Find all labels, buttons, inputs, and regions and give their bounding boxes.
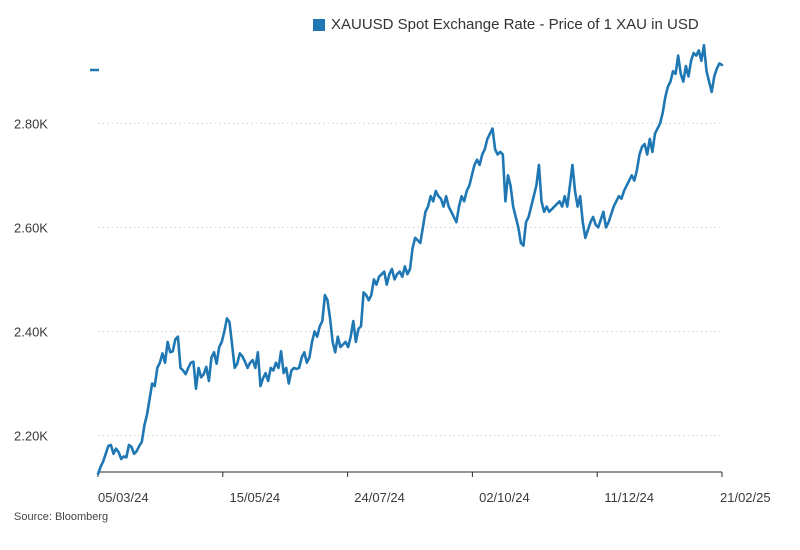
- y-tick-label: 2.60K: [14, 220, 48, 235]
- legend: XAUUSD Spot Exchange Rate - Price of 1 X…: [313, 16, 699, 33]
- legend-label: XAUUSD Spot Exchange Rate - Price of 1 X…: [331, 16, 699, 33]
- x-tick-label: 05/03/24: [98, 490, 149, 505]
- y-tick-label: 2.40K: [14, 324, 48, 339]
- x-tick-label: 02/10/24: [479, 490, 530, 505]
- x-tick-label: 21/02/25: [720, 490, 771, 505]
- source-note: Source: Bloomberg: [14, 511, 109, 523]
- legend-swatch: [313, 18, 325, 31]
- x-tick-label: 11/12/24: [604, 490, 654, 505]
- series-line: [96, 43, 724, 476]
- y-tick-label: 2.80K: [14, 116, 48, 131]
- x-tick-label: 24/07/24: [354, 490, 405, 505]
- x-tick-label: 15/05/24: [229, 490, 280, 505]
- y-tick-label: 2.20K: [14, 429, 48, 444]
